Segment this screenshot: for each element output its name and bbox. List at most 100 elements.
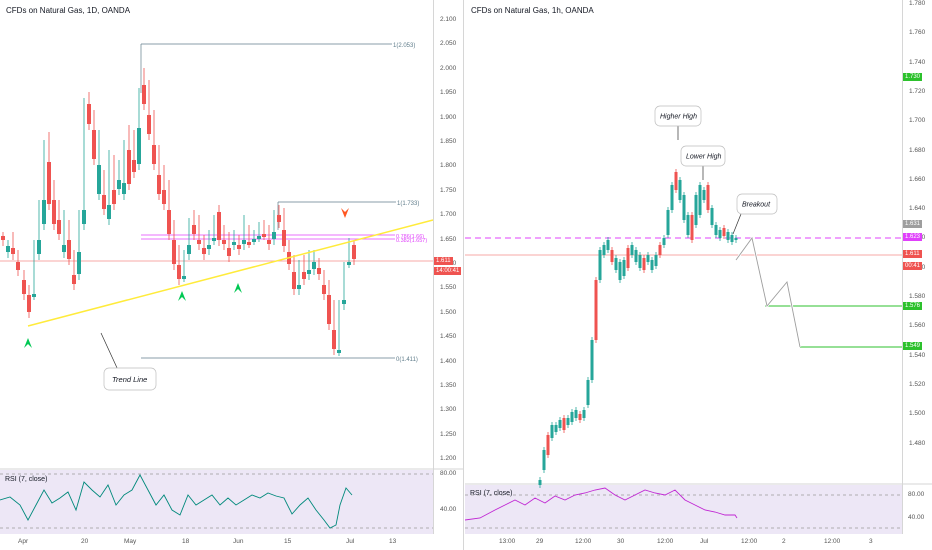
hourly-tag-1623: 1.623: [903, 233, 923, 241]
hourly-candle-body: [686, 215, 690, 235]
daily-candle-body: [227, 248, 231, 256]
hourly-time-tick: 12:00: [575, 538, 592, 545]
hourly-price-tick: 1.540: [909, 351, 926, 359]
hourly-price-tick: 1.760: [909, 29, 926, 37]
daily-candle-body: [27, 295, 31, 312]
hourly-callout-breakout-box: [736, 193, 778, 215]
hourly-candle-body: [546, 435, 550, 455]
hourly-candle-body: [710, 208, 714, 225]
hourly-candle-body: [670, 185, 674, 210]
daily-candle-body: [177, 265, 181, 279]
hourly-candle-body: [590, 340, 594, 380]
daily-candle-body: [232, 242, 236, 245]
daily-time-tick: Apr: [18, 538, 29, 545]
daily-time-tick: Jun: [233, 538, 244, 545]
hourly-candlestick-chart[interactable]: Higher High Lower High Breakout: [465, 0, 932, 550]
daily-price-tick: 1.250: [440, 430, 457, 438]
daily-time-tick: 15: [284, 538, 292, 545]
hourly-time-tick: 12:00: [741, 538, 758, 545]
daily-candle-body: [157, 175, 161, 194]
hourly-chart-pane[interactable]: Higher High Lower High Breakout CFDs on Na…: [465, 0, 932, 550]
hourly-rsi-label: RSI (7, close): [470, 490, 513, 497]
hourly-price-axis[interactable]: 1.780 1.760 1.740 1.720 1.700 1.680 1.660 1.640…: [902, 0, 932, 534]
hourly-price-tick: 1.660: [909, 175, 926, 183]
daily-candle-body: [312, 262, 316, 269]
hourly-candle-body: [618, 262, 622, 280]
hourly-candle-body: [558, 420, 562, 428]
hourly-chart-title: CFDs on Natural Gas, 1h, OANDA: [471, 6, 594, 15]
daily-price-tick: 1.950: [440, 89, 457, 97]
daily-candle-body: [237, 245, 241, 249]
daily-sell-arrow: [341, 208, 349, 218]
hourly-rsi-tick-40: 40.00: [908, 514, 925, 521]
daily-candle-body: [207, 245, 211, 249]
daily-candle-body: [132, 160, 136, 172]
hourly-candle-body: [602, 245, 606, 255]
hourly-tag-1576: 1.576: [903, 302, 923, 310]
hourly-candle-body: [694, 195, 698, 225]
daily-chart-pane[interactable]: 1(2.053) 1(1.733) 0.786(1.66) 0.382(1.657) 0…: [0, 0, 464, 550]
daily-price-tick: 1.350: [440, 382, 457, 389]
hourly-candle-body: [642, 258, 646, 270]
hourly-callout-lower-high-box: [680, 145, 726, 167]
hourly-candle-body: [582, 410, 586, 418]
hourly-candle-body: [626, 248, 630, 268]
daily-candle-body: [307, 270, 311, 274]
daily-candle-body: [342, 300, 346, 304]
daily-price-tick: 2.100: [440, 16, 457, 23]
daily-candlestick-chart[interactable]: 1(2.053) 1(1.733) 0.786(1.66)0.382(1.657) 0…: [0, 0, 464, 550]
hourly-projection-halo: [734, 235, 802, 348]
daily-fib-label: 0.786(1.66): [396, 234, 424, 240]
hourly-candle-body: [714, 225, 718, 235]
daily-candle-body: [327, 295, 331, 324]
daily-candle-body: [172, 240, 176, 264]
daily-candle-body: [67, 240, 71, 259]
daily-callout-box: [103, 367, 157, 391]
daily-candle-body: [272, 232, 276, 239]
daily-rsi-tick-80: 80.00: [440, 470, 457, 477]
daily-candle-body: [167, 210, 171, 234]
daily-fib-label: 1(2.053): [393, 43, 415, 49]
hourly-candle-body: [698, 185, 702, 215]
daily-price-tick: 1.400: [440, 357, 457, 365]
daily-candle-body: [127, 150, 131, 184]
daily-candle-body: [87, 104, 91, 124]
daily-price-tick: 1.450: [440, 333, 457, 341]
daily-candle-body: [322, 285, 326, 294]
hourly-time-tick: 13:00: [499, 538, 516, 545]
daily-candle-body: [277, 215, 281, 222]
daily-rsi-tick-40: 40.00: [440, 506, 457, 513]
daily-candle-body: [77, 252, 81, 274]
daily-trend-line: [27, 219, 434, 327]
daily-candle-body: [257, 236, 261, 239]
daily-candle-body: [187, 245, 191, 254]
hourly-candle-body: [650, 260, 654, 270]
hourly-price-tick: 1.500: [909, 410, 926, 418]
daily-candle-body: [117, 180, 121, 189]
hourly-candle-body: [538, 480, 542, 485]
daily-time-tick: May: [124, 538, 137, 545]
hourly-candle-body: [658, 245, 662, 255]
daily-rsi-label: RSI (7, close): [5, 476, 48, 483]
hourly-candle-body: [578, 414, 582, 420]
daily-candle-body: [137, 128, 141, 164]
hourly-candle-body: [662, 238, 666, 245]
daily-candle-body: [11, 248, 15, 254]
daily-candle-body: [57, 220, 61, 234]
daily-callout-text: Trend Line: [112, 375, 147, 384]
hourly-candle-body: [654, 255, 658, 266]
daily-callout-pointer: [100, 332, 119, 371]
hourly-callout-breakout-text: Breakout: [742, 202, 771, 209]
daily-candle-body: [97, 165, 101, 194]
daily-time-tick: 20: [81, 538, 89, 545]
daily-buy-arrow: [178, 291, 186, 301]
daily-candle-body: [182, 276, 186, 279]
hourly-time-tick: 2: [782, 538, 786, 545]
daily-candle-body: [217, 212, 221, 240]
hourly-candle-body: [646, 255, 650, 262]
hourly-price-tick: 1.740: [909, 58, 926, 66]
daily-countdown-tag: 14:00:41: [434, 267, 462, 275]
hourly-candle-body: [562, 418, 566, 430]
daily-candle-body: [212, 238, 216, 241]
hourly-candle-body: [574, 410, 578, 418]
